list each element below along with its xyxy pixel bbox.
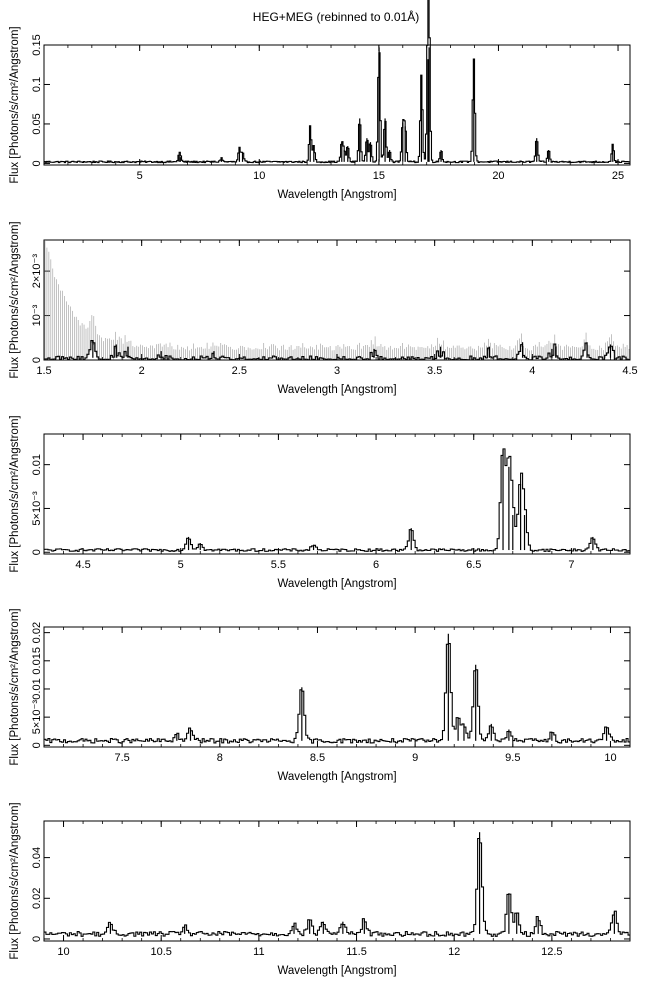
chart-panel-3: 4.5 5 5.5 6 6.5 7 0 5×10⁻³ 0.01 Wavelength [Angst… <box>9 415 631 590</box>
chart-panel-4: 7.5 8 8.5 9 9.5 10 0 5×10⁻³0.01 0.015 0.02 Wavelen… <box>9 608 631 783</box>
x-axis-label: Wavelength [Angstrom] <box>277 771 396 783</box>
y-tick-label: 0.04 <box>31 847 43 868</box>
x-tick-label: 5 <box>178 559 184 571</box>
x-tick-label: 12.5 <box>541 946 562 958</box>
y-tick-label: 0.01 <box>31 678 43 699</box>
x-axis-label: Wavelength [Angstrom] <box>277 578 396 590</box>
x-tick-label: 4.5 <box>75 559 90 571</box>
x-tick-label: 20 <box>492 170 504 182</box>
x-tick-label: 4 <box>529 365 535 377</box>
x-axis-label: Wavelength [Angstrom] <box>277 189 396 201</box>
x-tick-label: 25 <box>612 170 624 182</box>
x-tick-label: 8.5 <box>310 752 325 764</box>
chart-panel-1: 5 10 15 20 25 0 0.05 0.1 0.15 Wavelength [Angstro… <box>9 0 631 201</box>
x-tick-label: 12 <box>448 946 460 958</box>
spectrum-series <box>44 837 630 937</box>
y-tick-label: 2×10⁻³ <box>31 254 43 289</box>
x-tick-label: 10 <box>604 752 616 764</box>
spectrum-series <box>44 0 630 164</box>
y-tick-label: 0 <box>31 160 43 166</box>
plot-frame <box>43 433 631 555</box>
y-tick-label: 0 <box>31 357 43 363</box>
x-tick-label: 9 <box>412 752 418 764</box>
x-tick-label: 11 <box>253 946 264 958</box>
x-tick-label: 9.5 <box>505 752 520 764</box>
y-axis-label: Flux [Photons/s/cm²/Angstrom] <box>9 802 21 959</box>
error-bars <box>44 240 630 360</box>
x-tick-label: 3 <box>334 365 340 377</box>
chart-panel-5: 10 10.5 11 11.5 12 12.5 0 0.02 0.04 Wavelength [A… <box>9 802 631 977</box>
y-axis-label: Flux [Photons/s/cm²/Angstrom] <box>9 608 21 765</box>
y-axis-label: Flux [Photons/s/cm²/Angstrom] <box>9 26 21 183</box>
plot-frame <box>43 820 631 942</box>
spectrum-series <box>44 643 630 744</box>
plot-frame <box>43 44 631 166</box>
y-tick-label: 5×10⁻³ <box>31 700 43 735</box>
y-tick-label: 0.15 <box>31 34 43 55</box>
y-tick-label: 0 <box>31 549 43 555</box>
y-tick-label: 0 <box>31 936 43 942</box>
x-tick-label: 6 <box>373 559 379 571</box>
x-tick-label: 15 <box>373 170 385 182</box>
y-tick-label: 0.02 <box>31 622 43 643</box>
x-tick-label: 5 <box>137 170 143 182</box>
x-tick-label: 6.5 <box>466 559 481 571</box>
y-axis-label: Flux [Photons/s/cm²/Angstrom] <box>9 221 21 378</box>
x-tick-label: 2 <box>139 365 145 377</box>
y-tick-label: 0.02 <box>31 888 43 909</box>
y-tick-label: 5×10⁻³ <box>31 491 43 526</box>
plot-frame <box>43 239 631 361</box>
x-tick-label: 10.5 <box>150 946 171 958</box>
y-axis-label: Flux [Photons/s/cm²/Angstrom] <box>9 415 21 572</box>
chart-panel-2: 1.5 2 2.5 3 3.5 4 4.5 0 10⁻³ 2×10⁻³ Wavelength [An… <box>9 221 638 396</box>
spectrum-series <box>44 340 630 361</box>
x-tick-label: 5.5 <box>271 559 286 571</box>
x-tick-label: 7.5 <box>114 752 129 764</box>
x-tick-label: 10 <box>253 170 265 182</box>
y-tick-label: 0.015 <box>31 647 43 675</box>
figure-title: HEG+MEG (rebinned to 0.01Å) <box>253 9 419 24</box>
x-axis-label: Wavelength [Angstrom] <box>277 384 396 396</box>
x-tick-label: 10 <box>57 946 69 958</box>
y-tick-label: 0.01 <box>31 454 43 475</box>
x-tick-label: 11.5 <box>346 946 367 958</box>
x-tick-label: 3.5 <box>427 365 442 377</box>
y-tick-label: 0.05 <box>31 113 43 134</box>
y-tick-label: 10⁻³ <box>31 304 43 326</box>
plot-frame <box>43 626 631 748</box>
x-tick-label: 4.5 <box>622 365 637 377</box>
x-tick-label: 1.5 <box>36 365 51 377</box>
x-tick-label: 2.5 <box>232 365 247 377</box>
x-tick-label: 7 <box>568 559 574 571</box>
spectrum-series <box>44 448 630 552</box>
y-tick-label: 0.1 <box>31 77 43 92</box>
x-axis-label: Wavelength [Angstrom] <box>277 965 396 977</box>
y-tick-label: 0 <box>31 742 43 748</box>
x-tick-label: 8 <box>217 752 223 764</box>
